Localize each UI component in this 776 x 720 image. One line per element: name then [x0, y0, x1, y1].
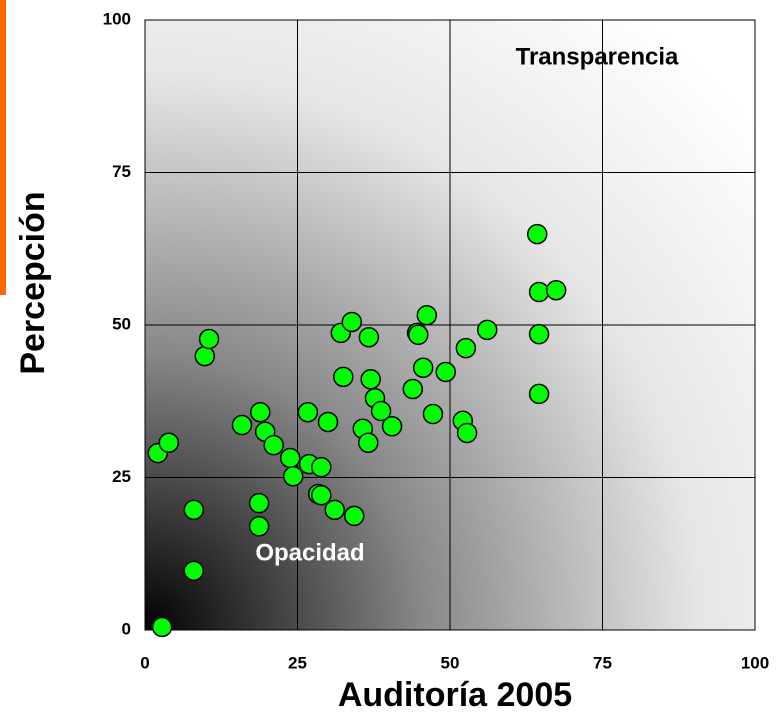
point [158, 432, 180, 453]
point [360, 369, 381, 390]
point [412, 357, 434, 378]
point [528, 281, 550, 303]
point [358, 326, 380, 348]
point [311, 456, 332, 478]
point [528, 323, 550, 345]
point [311, 484, 332, 506]
x-tick-label: 75 [593, 653, 612, 672]
point [545, 279, 567, 301]
x-tick-label: 100 [741, 653, 769, 672]
point [341, 311, 363, 333]
x-axis-label: Auditoría 2005 [338, 676, 572, 714]
x-tick-label: 0 [140, 653, 149, 672]
y-axis-label: Percepción [14, 191, 52, 374]
x-tick-label: 50 [441, 653, 460, 672]
y-tick-label: 25 [112, 467, 131, 486]
point [263, 434, 284, 456]
point [455, 337, 477, 359]
point [381, 416, 403, 437]
point [456, 422, 478, 444]
point [358, 432, 379, 453]
point [231, 414, 253, 436]
point [324, 499, 345, 521]
point [422, 403, 444, 425]
annotation: Transparencia [516, 43, 679, 70]
point [183, 560, 205, 582]
point [416, 304, 438, 326]
x-tick-label: 25 [288, 653, 307, 672]
point [408, 324, 429, 346]
point [435, 361, 456, 383]
point [297, 401, 319, 423]
point [528, 383, 550, 405]
point [248, 492, 270, 514]
point [248, 516, 270, 537]
y-tick-label: 75 [112, 162, 131, 181]
y-tick-label: 0 [122, 619, 131, 638]
point [333, 366, 354, 388]
point [250, 401, 271, 423]
point [194, 345, 216, 367]
point [151, 616, 173, 638]
point [317, 411, 339, 433]
point [476, 319, 498, 341]
point [402, 378, 424, 400]
point [370, 400, 392, 422]
annotation: Opacidad [255, 539, 364, 566]
y-tick-label: 100 [103, 9, 131, 28]
point [526, 223, 548, 245]
point [282, 466, 304, 487]
point [198, 328, 220, 350]
point [279, 447, 301, 469]
accent-bar [0, 0, 6, 295]
point [343, 505, 365, 527]
y-tick-label: 50 [112, 314, 131, 333]
point [183, 499, 205, 521]
